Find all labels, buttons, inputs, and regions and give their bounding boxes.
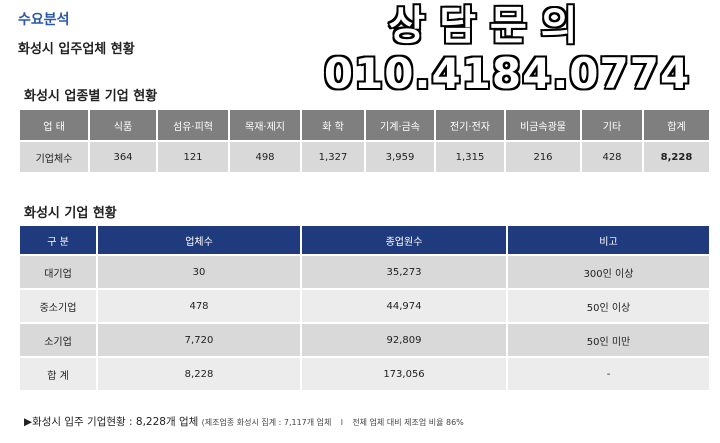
value-wood: 498 xyxy=(228,140,302,174)
header-cell-division: 구 분 xyxy=(18,224,98,256)
footnote-separator: l xyxy=(340,418,343,427)
header-cell-total: 합계 xyxy=(642,108,711,142)
value-electronics: 1,315 xyxy=(434,140,506,174)
header-cell-remark: 비고 xyxy=(506,224,711,256)
employee-count-cell: 173,056 xyxy=(300,356,508,392)
company-count-cell: 30 xyxy=(96,254,302,290)
company-count-cell: 478 xyxy=(96,288,302,324)
header-cell-electronics: 전기·전자 xyxy=(434,108,506,142)
employee-count-cell: 44,974 xyxy=(300,288,508,324)
footnote-main: ▶화성시 입주 기업현황 : 8,228개 업체 xyxy=(24,416,199,428)
company-count-cell: 7,720 xyxy=(96,322,302,358)
row-label: 기업체수 xyxy=(18,140,90,174)
industry-table: 업 태 식품 섬유·피혁 목재·제지 화 학 기계·금속 전기·전자 비금속광물… xyxy=(18,108,711,174)
industry-table-header-row: 업 태 식품 섬유·피혁 목재·제지 화 학 기계·금속 전기·전자 비금속광물… xyxy=(18,108,711,142)
page-title: 화성시 입주업체 현황 xyxy=(18,42,135,57)
header-cell-category: 업 태 xyxy=(18,108,90,142)
footnote: ▶화성시 입주 기업현황 : 8,228개 업체 (제조업종 화성시 집계 : … xyxy=(24,414,464,429)
table-row: 소기업 7,720 92,809 50인 미만 xyxy=(18,322,711,358)
header-cell-machinery: 기계·금속 xyxy=(364,108,436,142)
size-table: 구 분 업체수 종업원수 비고 대기업 30 35,273 300인 이상 중소… xyxy=(18,224,711,392)
header-cell-company-count: 업체수 xyxy=(96,224,302,256)
size-table-title: 화성시 기업 현황 xyxy=(24,206,117,221)
header-cell-wood: 목재·제지 xyxy=(228,108,302,142)
division-cell: 합 계 xyxy=(18,356,98,392)
industry-table-title: 화성시 업종별 기업 현황 xyxy=(24,89,158,104)
header-cell-other: 기타 xyxy=(580,108,644,142)
footnote-note-ratio: 전체 업체 대비 제조업 비율 86% xyxy=(352,418,464,427)
table-row: 대기업 30 35,273 300인 이상 xyxy=(18,254,711,290)
division-cell: 대기업 xyxy=(18,254,98,290)
header-cell-textile: 섬유·피혁 xyxy=(156,108,230,142)
value-textile: 121 xyxy=(156,140,230,174)
division-cell: 중소기업 xyxy=(18,288,98,324)
industry-table-row: 기업체수 364 121 498 1,327 3,959 1,315 216 4… xyxy=(18,140,711,174)
remark-cell: 300인 이상 xyxy=(506,254,711,290)
value-food: 364 xyxy=(88,140,158,174)
header-cell-nonmetal: 비금속광물 xyxy=(504,108,582,142)
header-cell-food: 식품 xyxy=(88,108,158,142)
company-count-cell: 8,228 xyxy=(96,356,302,392)
value-machinery: 3,959 xyxy=(364,140,436,174)
size-table-header-row: 구 분 업체수 종업원수 비고 xyxy=(18,224,711,256)
consult-overlay-text: 상담문의 xyxy=(387,2,592,51)
header-cell-chemical: 화 학 xyxy=(300,108,366,142)
section-label: 수요분석 xyxy=(18,12,70,28)
phone-overlay-text: 010.4184.0774 xyxy=(322,49,691,98)
value-nonmetal: 216 xyxy=(504,140,582,174)
division-cell: 소기업 xyxy=(18,322,98,358)
remark-cell: 50인 이상 xyxy=(506,288,711,324)
remark-cell: 50인 미만 xyxy=(506,322,711,358)
value-other: 428 xyxy=(580,140,644,174)
table-row: 중소기업 478 44,974 50인 이상 xyxy=(18,288,711,324)
value-total: 8,228 xyxy=(642,140,711,174)
header-cell-employee-count: 종업원수 xyxy=(300,224,508,256)
employee-count-cell: 35,273 xyxy=(300,254,508,290)
employee-count-cell: 92,809 xyxy=(300,322,508,358)
value-chemical: 1,327 xyxy=(300,140,366,174)
footnote-note-manufacturing: (제조업종 화성시 집계 : 7,117개 업체 xyxy=(201,418,332,427)
remark-cell: - xyxy=(506,356,711,392)
table-row: 합 계 8,228 173,056 - xyxy=(18,356,711,392)
